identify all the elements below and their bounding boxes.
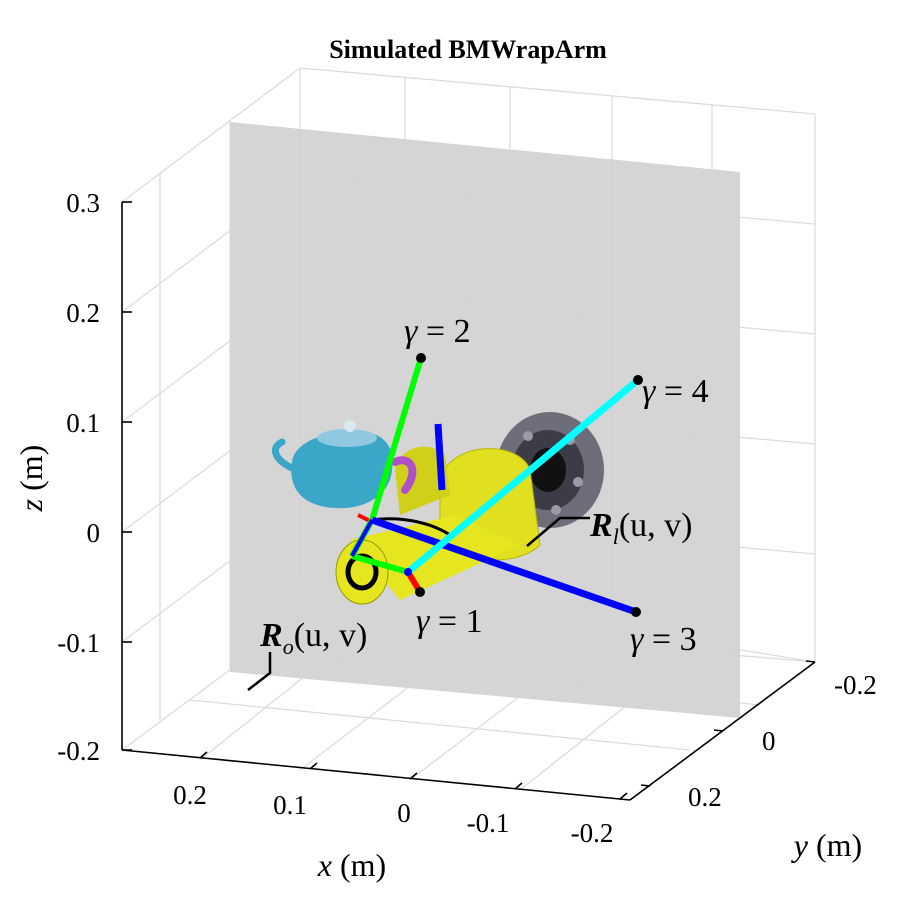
label-gamma-4: γ = 4: [642, 373, 709, 410]
x-tick-label: -0.1: [467, 808, 510, 838]
label-gamma-1: γ = 1: [416, 603, 483, 640]
label-gamma-2: γ = 2: [404, 313, 471, 350]
label-gamma-3: γ = 3: [630, 621, 697, 658]
x-ticks: [199, 751, 628, 800]
wrap-curve: [371, 517, 451, 537]
leader-R-o: [247, 652, 272, 691]
z-axis-label: z(m): [13, 445, 49, 513]
x-tick-label: 0: [397, 798, 411, 828]
link-gamma-3: [350, 423, 641, 617]
y-tick-label: 0.2: [688, 782, 722, 812]
label-R-l: Rl(u, v): [589, 507, 692, 549]
chart-title: Simulated BMWrapArm: [329, 35, 607, 64]
z-tick-label: 0.3: [66, 188, 100, 218]
x-tick-label: -0.2: [571, 818, 614, 848]
x-axis-label: x (m): [317, 847, 386, 883]
y-axis-label: y (m): [791, 827, 862, 863]
z-tick-label: 0.1: [66, 408, 100, 438]
y-tick-label: 0: [762, 726, 776, 756]
z-tick-label: 0.2: [66, 298, 100, 328]
z-tick-label: -0.2: [57, 736, 100, 766]
x-tick-label: 0.2: [173, 780, 207, 810]
label-R-o: Ro(u, v): [259, 617, 367, 659]
link-gamma-4: [404, 375, 643, 576]
x-tick-labels: 0.2 0.1 0 -0.1 -0.2: [173, 780, 613, 848]
y-tick-labels: -0.2 0 0.2: [688, 670, 877, 812]
z-tick-labels: 0.3 0.2 0.1 0 -0.1 -0.2: [57, 188, 100, 766]
y-tick-label: -0.2: [834, 670, 877, 700]
x-tick-label: 0.1: [273, 790, 307, 820]
z-tick-label: 0: [87, 518, 101, 548]
z-ticks: [122, 201, 132, 751]
z-tick-label: -0.1: [57, 628, 100, 658]
y-ticks: [640, 660, 816, 787]
leader-R-l: [526, 516, 590, 547]
teapot-object: [271, 420, 417, 509]
